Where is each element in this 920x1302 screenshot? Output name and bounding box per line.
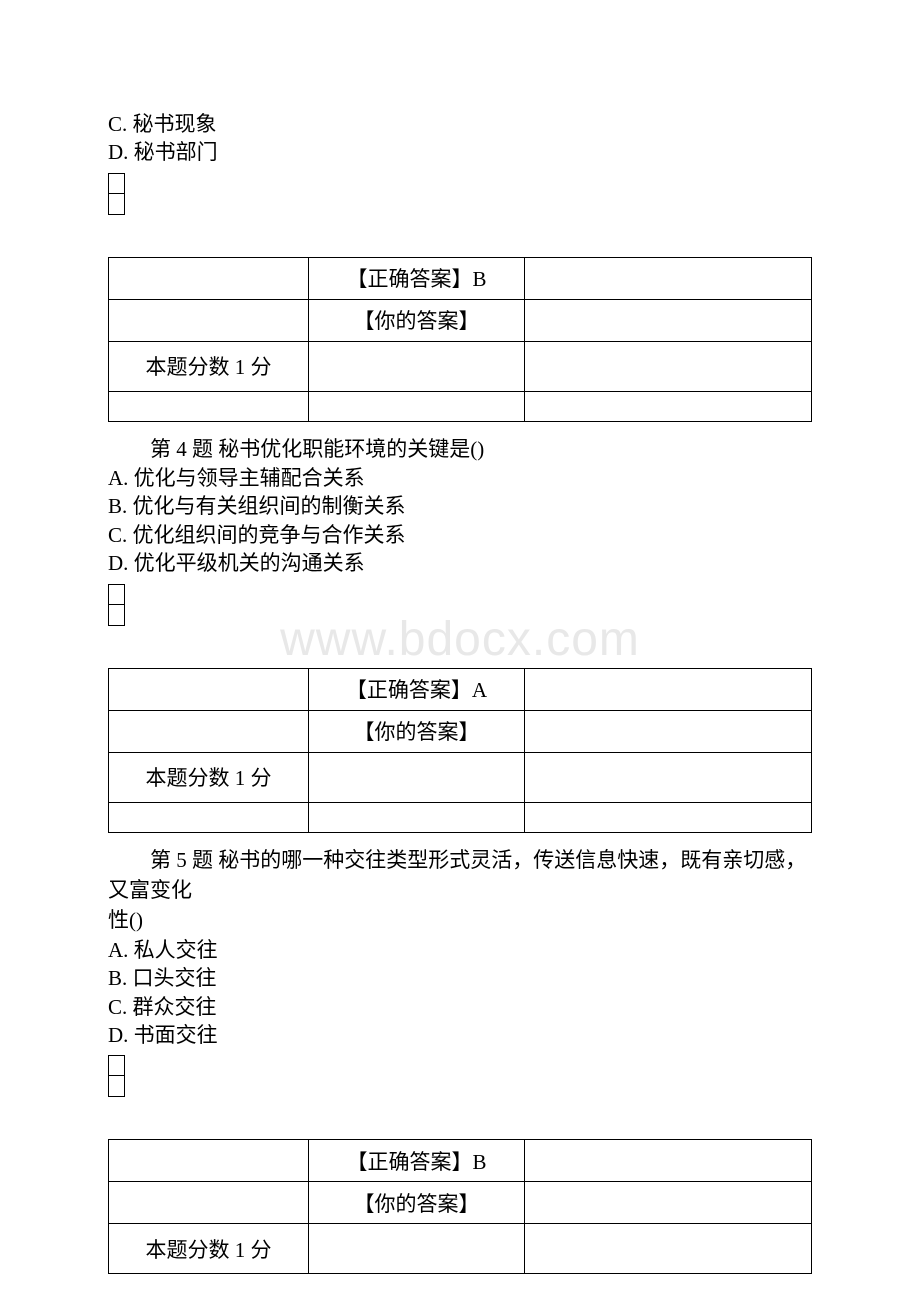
cell-correct-answer: 【正确答案】A — [309, 668, 525, 710]
cell-empty — [525, 1224, 812, 1274]
cell-empty — [109, 802, 309, 832]
cell-score: 本题分数 1 分 — [109, 752, 309, 802]
checkbox — [108, 584, 125, 605]
cell-empty — [525, 299, 812, 341]
checkbox — [108, 1055, 125, 1076]
cell-your-answer: 【你的答案】 — [309, 1182, 525, 1224]
q5-title-line1: 第 5 题 秘书的哪一种交往类型形式灵活，传送信息快速，既有亲切感，又富变化 — [108, 845, 812, 906]
cell-empty — [525, 391, 812, 421]
q5-option-b: B. 口头交往 — [108, 964, 812, 992]
cell-your-answer: 【你的答案】 — [309, 710, 525, 752]
checkbox-group-q3 — [108, 173, 812, 215]
cell-empty — [309, 391, 525, 421]
q3-option-d: D. 秘书部门 — [108, 138, 812, 166]
answer-table-q5: 【正确答案】B 【你的答案】 本题分数 1 分 — [108, 1139, 812, 1274]
cell-empty — [525, 1182, 812, 1224]
checkbox — [108, 605, 125, 626]
q4-option-d: D. 优化平级机关的沟通关系 — [108, 549, 812, 577]
cell-score: 本题分数 1 分 — [109, 1224, 309, 1274]
cell-empty — [525, 257, 812, 299]
answer-table-q4: 【正确答案】A 【你的答案】 本题分数 1 分 — [108, 668, 812, 833]
q4-option-b: B. 优化与有关组织间的制衡关系 — [108, 492, 812, 520]
cell-empty — [309, 802, 525, 832]
cell-empty — [109, 257, 309, 299]
cell-empty — [109, 668, 309, 710]
cell-correct-answer: 【正确答案】B — [309, 1140, 525, 1182]
cell-empty — [309, 1224, 525, 1274]
cell-your-answer: 【你的答案】 — [309, 299, 525, 341]
cell-correct-answer: 【正确答案】B — [309, 257, 525, 299]
q3-option-c: C. 秘书现象 — [108, 110, 812, 138]
cell-empty — [525, 1140, 812, 1182]
cell-empty — [525, 668, 812, 710]
cell-score: 本题分数 1 分 — [109, 341, 309, 391]
cell-empty — [525, 802, 812, 832]
cell-empty — [109, 299, 309, 341]
cell-empty — [525, 341, 812, 391]
answer-table-q3: 【正确答案】B 【你的答案】 本题分数 1 分 — [108, 257, 812, 422]
cell-empty — [525, 752, 812, 802]
document-content: C. 秘书现象 D. 秘书部门 【正确答案】B 【你的答案】 本题分数 1 分 … — [108, 110, 812, 1274]
cell-empty — [109, 1140, 309, 1182]
cell-empty — [309, 341, 525, 391]
q4-title: 第 4 题 秘书优化职能环境的关键是() — [108, 434, 812, 464]
q5-option-a: A. 私人交往 — [108, 936, 812, 964]
checkbox — [108, 173, 125, 194]
q4-option-a: A. 优化与领导主辅配合关系 — [108, 464, 812, 492]
cell-empty — [309, 752, 525, 802]
cell-empty — [109, 1182, 309, 1224]
checkbox — [108, 194, 125, 215]
q5-option-c: C. 群众交往 — [108, 993, 812, 1021]
checkbox-group-q4 — [108, 584, 812, 626]
q5-option-d: D. 书面交往 — [108, 1021, 812, 1049]
q5-title-line2: 性() — [108, 905, 812, 935]
checkbox-group-q5 — [108, 1055, 812, 1097]
q4-option-c: C. 优化组织间的竞争与合作关系 — [108, 521, 812, 549]
cell-empty — [525, 710, 812, 752]
cell-empty — [109, 710, 309, 752]
cell-empty — [109, 391, 309, 421]
checkbox — [108, 1076, 125, 1097]
